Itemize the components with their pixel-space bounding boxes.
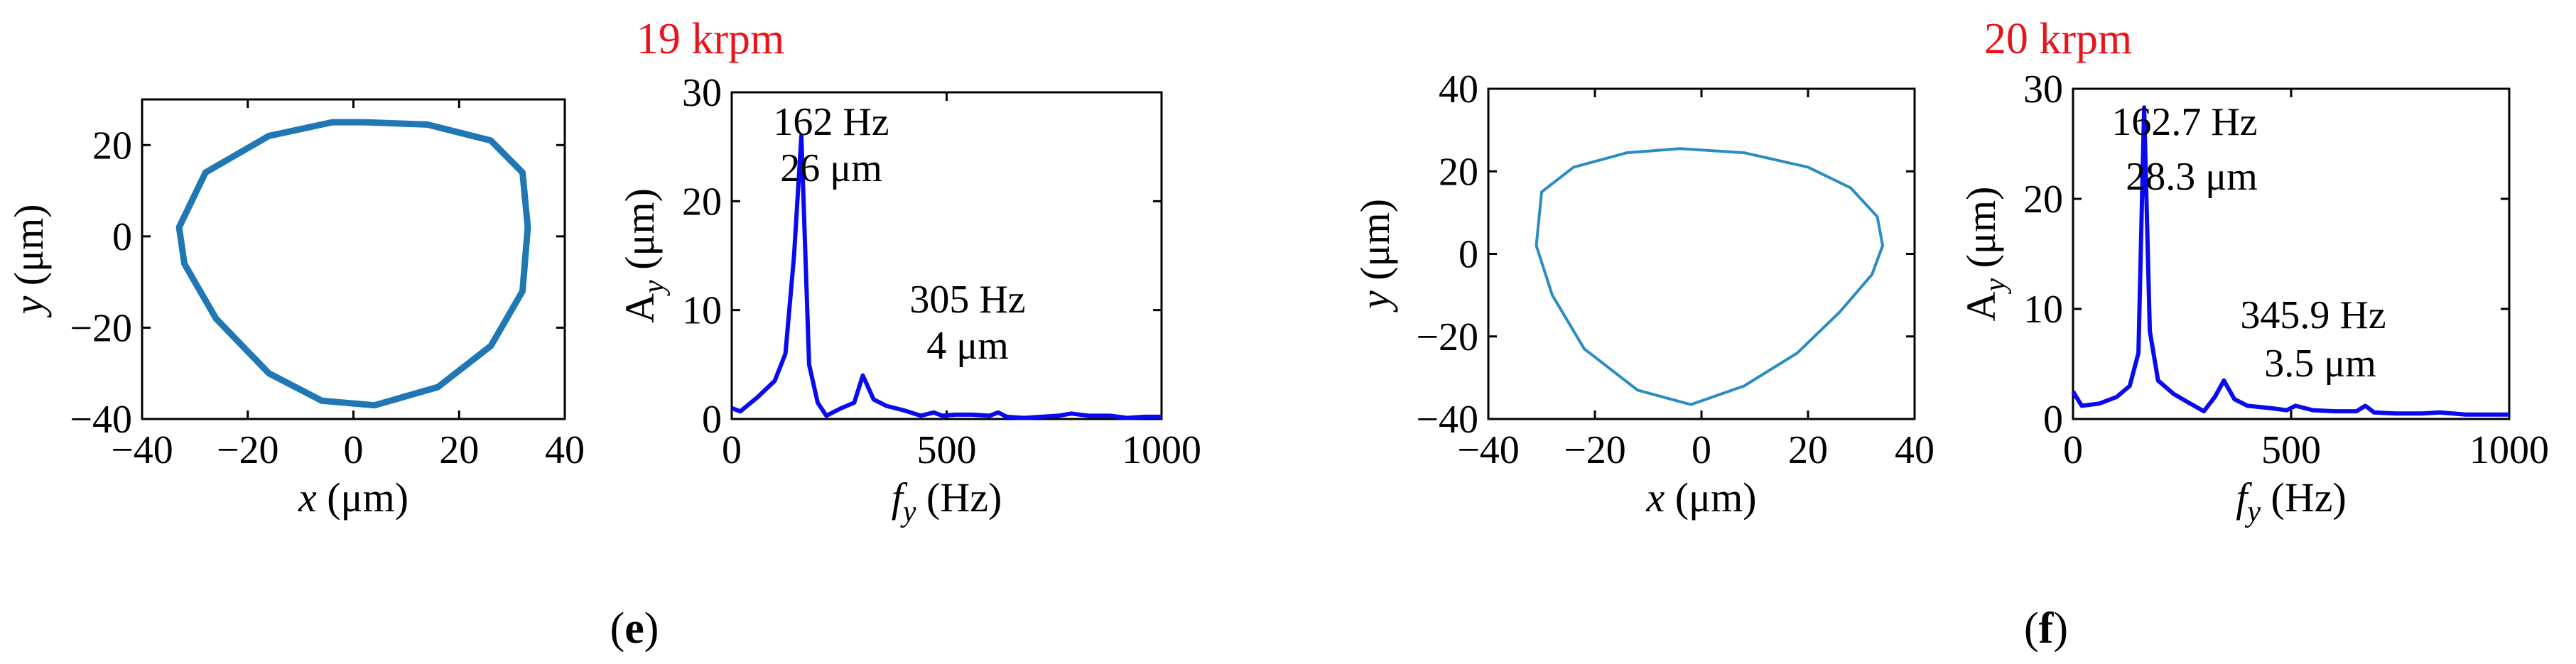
x-tick-label: 40: [545, 428, 585, 472]
peak-annotation: 345.9 Hz: [2240, 293, 2386, 337]
chart-f-spectrum: 0 500 1000 0 10 20 30 fy (Hz) Ay (μm) 162.7 Hz 28.…: [1958, 67, 2549, 528]
x-axis-sub: y: [900, 496, 916, 528]
orbit-curve: [175, 119, 531, 409]
panel-label-letter: f: [2039, 604, 2055, 653]
x-tick-label: 1000: [1122, 428, 1201, 472]
y-tick-label: 20: [1439, 150, 1478, 194]
y-axis-sub: y: [1979, 278, 2012, 295]
y-axis-var: A: [1958, 291, 2004, 321]
y-tick-label: −20: [70, 306, 132, 350]
x-tick-label: 0: [1692, 428, 1711, 472]
panel-title: 19 krpm: [637, 15, 784, 63]
y-tick-label: 20: [92, 124, 132, 168]
peak-annotation: 162.7 Hz: [2111, 100, 2257, 144]
x-axis-label: x (μm): [1645, 474, 1756, 521]
x-tick-label: −40: [111, 428, 173, 472]
y-axis-unit: (μm): [1352, 199, 1398, 290]
peak-annotation: 305 Hz: [909, 278, 1025, 322]
x-axis-unit: (Hz): [2261, 474, 2347, 521]
y-tick-label: 0: [2043, 398, 2063, 442]
x-axis-var: x: [1645, 474, 1665, 521]
y-axis-unit: (μm): [6, 204, 52, 295]
y-tick-label: 10: [2023, 288, 2063, 332]
peak-annotation: 162 Hz: [773, 100, 889, 144]
panel-title: 20 krpm: [1984, 15, 2132, 63]
y-axis-sub: y: [638, 280, 671, 296]
x-tick-label: 0: [344, 428, 364, 472]
y-axis-unit: (μm): [617, 188, 663, 280]
x-axis-unit: (μm): [317, 474, 408, 521]
y-tick-label: 0: [702, 398, 722, 442]
panel-label-open: (: [2024, 604, 2039, 653]
y-tick-label: 0: [112, 215, 132, 259]
y-axis-label: Ay (μm): [617, 188, 671, 323]
spectrum-line: [2071, 105, 2509, 417]
x-tick-label: 20: [439, 428, 479, 472]
axes-frame: [1487, 87, 1916, 420]
y-tick-label: 20: [2023, 178, 2063, 222]
x-tick-label: 1000: [2469, 428, 2549, 472]
panel-label-open: (: [610, 604, 625, 653]
y-tick-label: −20: [1416, 315, 1478, 359]
x-tick-label: −40: [1457, 428, 1520, 472]
y-tick-label: 10: [682, 289, 722, 333]
x-tick-label: 20: [1788, 428, 1828, 472]
peak-annotation: 4 μm: [926, 324, 1009, 368]
y-tick-label: −40: [70, 398, 132, 442]
panel-label-letter: e: [624, 604, 644, 653]
y-axis-label: y (μm): [6, 204, 52, 317]
x-tick-label: 0: [722, 428, 742, 472]
y-tick-label: −40: [1416, 398, 1478, 442]
peak-annotation: 26 μm: [780, 146, 882, 190]
x-tick-label: 40: [1895, 428, 1934, 472]
y-axis-label: Ay (μm): [1958, 187, 2012, 322]
x-tick-label: −20: [217, 428, 279, 472]
y-axis-label: y (μm): [1352, 199, 1398, 312]
x-tick-label: 0: [2063, 428, 2083, 472]
x-axis-unit: (μm): [1665, 474, 1756, 521]
x-axis-label: fy (Hz): [2236, 474, 2347, 528]
panel-label-close: ): [2053, 604, 2068, 653]
y-axis-var: y: [6, 296, 52, 318]
x-axis-var: x: [298, 474, 317, 521]
x-tick-label: 500: [2261, 428, 2321, 472]
peak-annotation: 28.3 μm: [2126, 155, 2258, 199]
x-axis-unit: (Hz): [916, 474, 1002, 521]
y-tick-label: 0: [1459, 233, 1478, 277]
x-axis-label: x (μm): [298, 474, 408, 521]
y-axis-var: y: [1352, 290, 1398, 312]
x-axis-sub: y: [2244, 496, 2261, 528]
panel-label: (f): [2024, 604, 2068, 653]
y-tick-label: 30: [2023, 67, 2063, 111]
y-tick-label: 40: [1439, 67, 1478, 111]
y-tick-label: 30: [682, 71, 722, 115]
orbit-curve: [1535, 147, 1884, 406]
panel-label-close: ): [644, 604, 659, 653]
x-tick-label: −20: [1564, 428, 1626, 472]
panel-label: (e): [610, 604, 659, 653]
spectrum-line: [730, 134, 1162, 420]
peak-annotation: 3.5 μm: [2264, 342, 2376, 386]
y-tick-label: 20: [682, 180, 722, 224]
x-axis-label: fy (Hz): [892, 474, 1002, 528]
x-tick-label: 500: [917, 428, 977, 472]
y-axis-unit: (μm): [1958, 187, 2004, 278]
y-axis-var: A: [617, 293, 663, 323]
